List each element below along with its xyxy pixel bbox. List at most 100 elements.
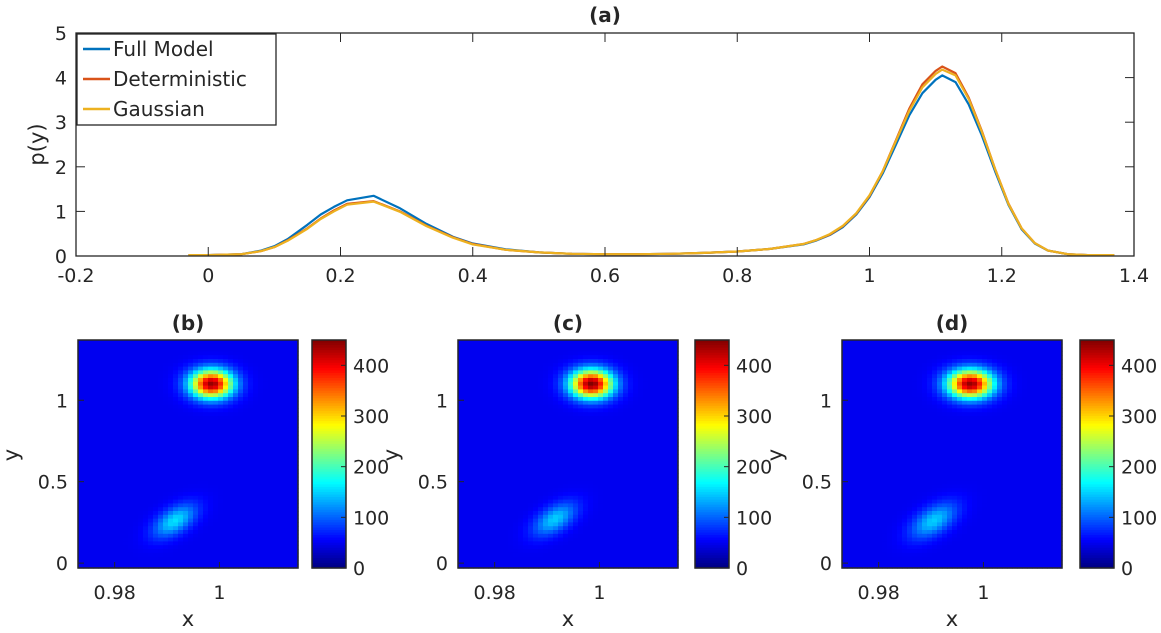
heatmap-cell — [93, 385, 99, 390]
heatmap-cell — [168, 438, 174, 444]
heatmap-cell — [258, 416, 264, 421]
heatmap-cell — [503, 416, 509, 421]
heatmap-cell — [543, 416, 549, 421]
heatmap-cell — [488, 541, 494, 546]
heatmap-cell — [258, 427, 264, 432]
heatmap-cell — [293, 419, 299, 425]
heatmap-cell — [108, 374, 114, 379]
heatmap-cell — [78, 408, 84, 413]
heatmap-cell — [98, 495, 104, 501]
heatmap-cell — [223, 416, 229, 421]
heatmap-cell — [273, 518, 279, 523]
heatmap-cell — [128, 359, 134, 364]
heatmap-cell — [528, 397, 534, 402]
heatmap-cell — [493, 495, 499, 501]
heatmap-cell — [83, 537, 89, 542]
heatmap-cell — [558, 511, 564, 516]
heatmap-cell — [253, 461, 259, 466]
heatmap-cell — [598, 454, 604, 459]
heatmap-cell — [118, 488, 124, 493]
heatmap-cell — [533, 446, 539, 451]
heatmap-cell — [538, 545, 544, 550]
heatmap-cell — [198, 465, 204, 470]
heatmap-cell — [168, 473, 174, 478]
heatmap-cell — [88, 533, 94, 539]
heatmap-cell — [633, 533, 639, 539]
heatmap-cell — [513, 476, 519, 482]
heatmap-cell — [263, 537, 269, 542]
heatmap-cell — [543, 450, 549, 455]
heatmap-cell — [88, 366, 94, 371]
heatmap-cell — [598, 457, 604, 463]
heatmap-cell — [468, 416, 474, 421]
heatmap-cell — [588, 530, 594, 535]
heatmap-cell — [508, 457, 514, 463]
heatmap-cell — [613, 526, 619, 531]
heatmap-cell — [628, 347, 634, 352]
heatmap-cell — [523, 385, 529, 390]
heatmap-cell — [108, 370, 114, 375]
heatmap-cell — [463, 492, 469, 497]
heatmap-cell — [93, 560, 99, 565]
heatmap-cell — [588, 347, 594, 352]
heatmap-cell — [483, 514, 489, 520]
heatmap-cell — [263, 473, 269, 478]
heatmap-cell — [573, 549, 579, 554]
heatmap-cell — [78, 427, 84, 432]
heatmap-cell — [583, 340, 589, 345]
heatmap-cell — [633, 366, 639, 371]
heatmap-cell — [508, 435, 514, 440]
heatmap-cell — [573, 362, 579, 368]
heatmap-cell — [633, 473, 639, 478]
heatmap-cell — [638, 393, 644, 398]
heatmap-cell — [253, 435, 259, 440]
heatmap-cell — [543, 412, 549, 417]
heatmap-cell — [513, 457, 519, 463]
heatmap-cell — [218, 552, 224, 558]
heatmap-cell — [193, 503, 199, 508]
heatmap-cell — [568, 343, 574, 349]
colorbar-swatch — [312, 499, 346, 503]
heatmap-cell — [253, 549, 259, 554]
heatmap-cell — [188, 404, 194, 409]
heatmap-cell — [273, 340, 279, 345]
heatmap-cell — [253, 366, 259, 371]
heatmap-cell — [558, 518, 564, 523]
heatmap-cell — [508, 526, 514, 531]
heatmap-cell — [518, 431, 524, 436]
heatmap-cell — [493, 446, 499, 451]
heatmap-cell — [158, 495, 164, 501]
heatmap-cell — [223, 351, 229, 356]
heatmap-cell — [513, 488, 519, 493]
heatmap-cell — [198, 351, 204, 356]
heatmap-cell — [158, 469, 164, 474]
colorbar-swatch — [312, 367, 346, 371]
heatmap-cell — [123, 457, 129, 463]
heatmap-cell — [548, 438, 554, 444]
heatmap-cell — [618, 503, 624, 508]
heatmap-cell — [178, 400, 184, 406]
heatmap-cell — [158, 389, 164, 394]
heatmap-cell — [568, 446, 574, 451]
heatmap-cell — [623, 412, 629, 417]
heatmap-cell — [513, 416, 519, 421]
heatmap-cell — [603, 473, 609, 478]
heatmap-cell — [603, 431, 609, 436]
heatmap-cell — [88, 423, 94, 428]
heatmap-cell — [543, 427, 549, 432]
heatmap-cell — [583, 438, 589, 444]
heatmap-cell — [583, 507, 589, 512]
heatmap-cell — [288, 423, 294, 428]
heatmap-cell — [278, 511, 284, 516]
heatmap-cell — [203, 473, 209, 478]
heatmap-cell — [578, 492, 584, 497]
heatmap-cell — [158, 530, 164, 535]
heatmap-cell — [223, 549, 229, 554]
heatmap-cell — [508, 518, 514, 523]
heatmap-cell — [603, 347, 609, 352]
heatmap-cell — [263, 518, 269, 523]
heatmap-cell — [158, 446, 164, 451]
heatmap-cell — [533, 549, 539, 554]
heatmap-cell — [183, 469, 189, 474]
heatmap-cell — [478, 495, 484, 501]
